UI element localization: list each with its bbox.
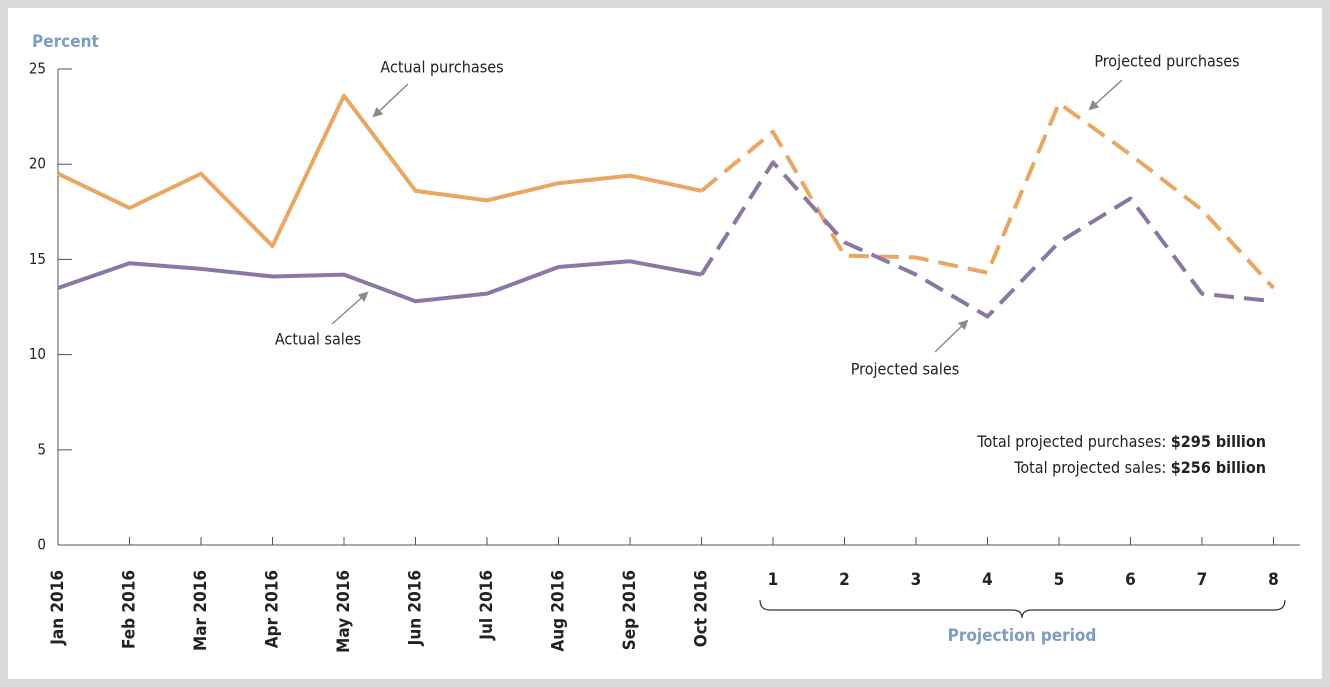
x-tick-label: 2 [839,570,850,590]
series-line [57,93,702,249]
x-tick-label: 5 [1054,570,1065,590]
x-tick-label: Feb 2016 [120,570,140,649]
annotation-arrow [331,291,369,325]
x-tick-label: Jul 2016 [477,570,497,641]
annotation-text: Total projected purchases: [976,432,1166,451]
x-tick-label: Jan 2016 [48,570,68,646]
y-tick-label: 20 [29,155,46,173]
x-tick-label: Aug 2016 [549,570,569,652]
x-tick-label: 6 [1125,570,1136,590]
series-line [57,259,702,304]
annotation-arrow [372,83,409,118]
group-label: Projection period [948,626,1097,646]
x-tick-label: 3 [911,570,922,590]
x-tick-label: 8 [1268,570,1279,590]
annotation: Total projected purchases: $295 billion [976,432,1266,451]
series-label: Actual sales [275,330,361,349]
x-tick-label: Oct 2016 [692,570,712,647]
annotation-arrow [1088,79,1123,111]
x-tick-label: 1 [768,570,779,590]
x-tick-label: 4 [982,570,993,590]
chart: Percent Projection period 0510152025Jan … [8,8,1322,679]
y-axis-label: Percent [32,32,99,52]
series-line [700,101,1275,290]
annotation-value: $256 billion [1171,458,1266,477]
y-tick-label: 5 [37,440,46,458]
y-tick-label: 10 [29,345,46,363]
x-tick-label: May 2016 [334,570,354,653]
annotation-value: $295 billion [1171,432,1266,451]
x-tick-label: Apr 2016 [263,570,283,648]
x-tick-label: Sep 2016 [620,570,640,650]
y-tick-label: 25 [29,60,46,78]
annotation: Total projected sales: $256 billion [1013,458,1266,477]
x-tick-label: 7 [1197,570,1208,590]
series-line [699,160,1274,319]
y-tick-label: 15 [29,250,46,268]
x-tick-label: Mar 2016 [191,570,211,651]
projection-brace [759,599,1286,619]
annotation-arrow [934,319,969,353]
y-tick-label: 0 [37,536,46,554]
series-label: Projected sales [851,360,959,379]
series-label: Projected purchases [1094,52,1239,71]
x-tick-label: Jun 2016 [406,570,426,646]
series-label: Actual purchases [380,58,503,77]
annotation-text: Total projected sales: [1013,458,1166,477]
